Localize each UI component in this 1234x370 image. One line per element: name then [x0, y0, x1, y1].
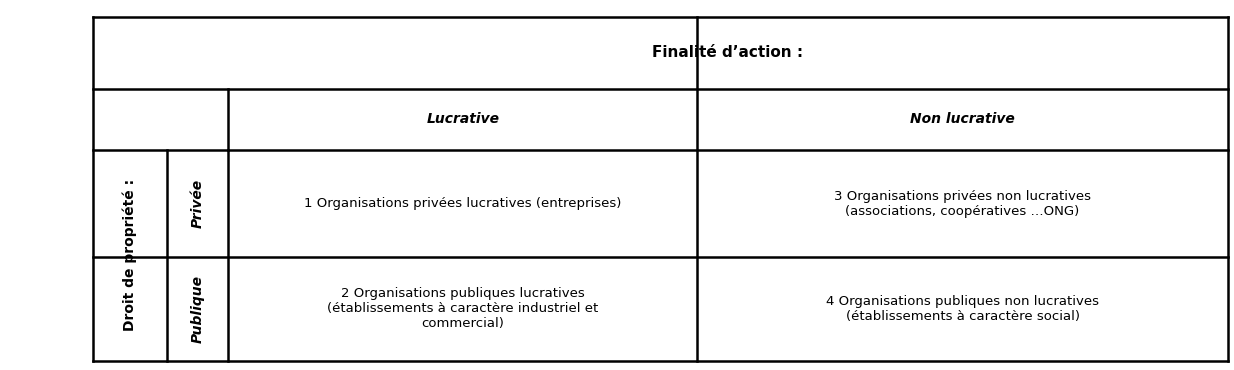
Text: 3 Organisations privées non lucratives
(associations, coopératives …ONG): 3 Organisations privées non lucratives (…	[834, 189, 1091, 218]
Text: 4 Organisations publiques non lucratives
(établissements à caractère social): 4 Organisations publiques non lucratives…	[826, 295, 1099, 323]
Text: Finalité d’action :: Finalité d’action :	[653, 45, 803, 60]
Text: Lucrative: Lucrative	[426, 112, 500, 126]
Text: 1 Organisations privées lucratives (entreprises): 1 Organisations privées lucratives (entr…	[304, 197, 622, 210]
Text: Droit de propriété :: Droit de propriété :	[122, 179, 137, 332]
Text: Privée: Privée	[190, 179, 205, 228]
Text: Publique: Publique	[190, 275, 205, 343]
Text: 2 Organisations publiques lucratives
(établissements à caractère industriel et
c: 2 Organisations publiques lucratives (ét…	[327, 287, 598, 330]
Text: Non lucrative: Non lucrative	[911, 112, 1014, 126]
